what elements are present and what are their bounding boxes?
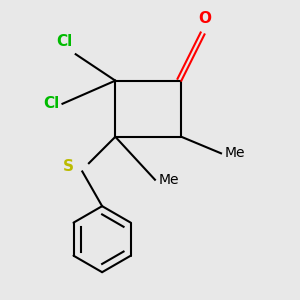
Text: Me: Me — [158, 173, 179, 187]
Text: Cl: Cl — [56, 34, 72, 49]
Text: Cl: Cl — [43, 96, 59, 111]
Text: O: O — [198, 11, 211, 26]
Text: S: S — [63, 159, 74, 174]
Text: Me: Me — [224, 146, 245, 160]
